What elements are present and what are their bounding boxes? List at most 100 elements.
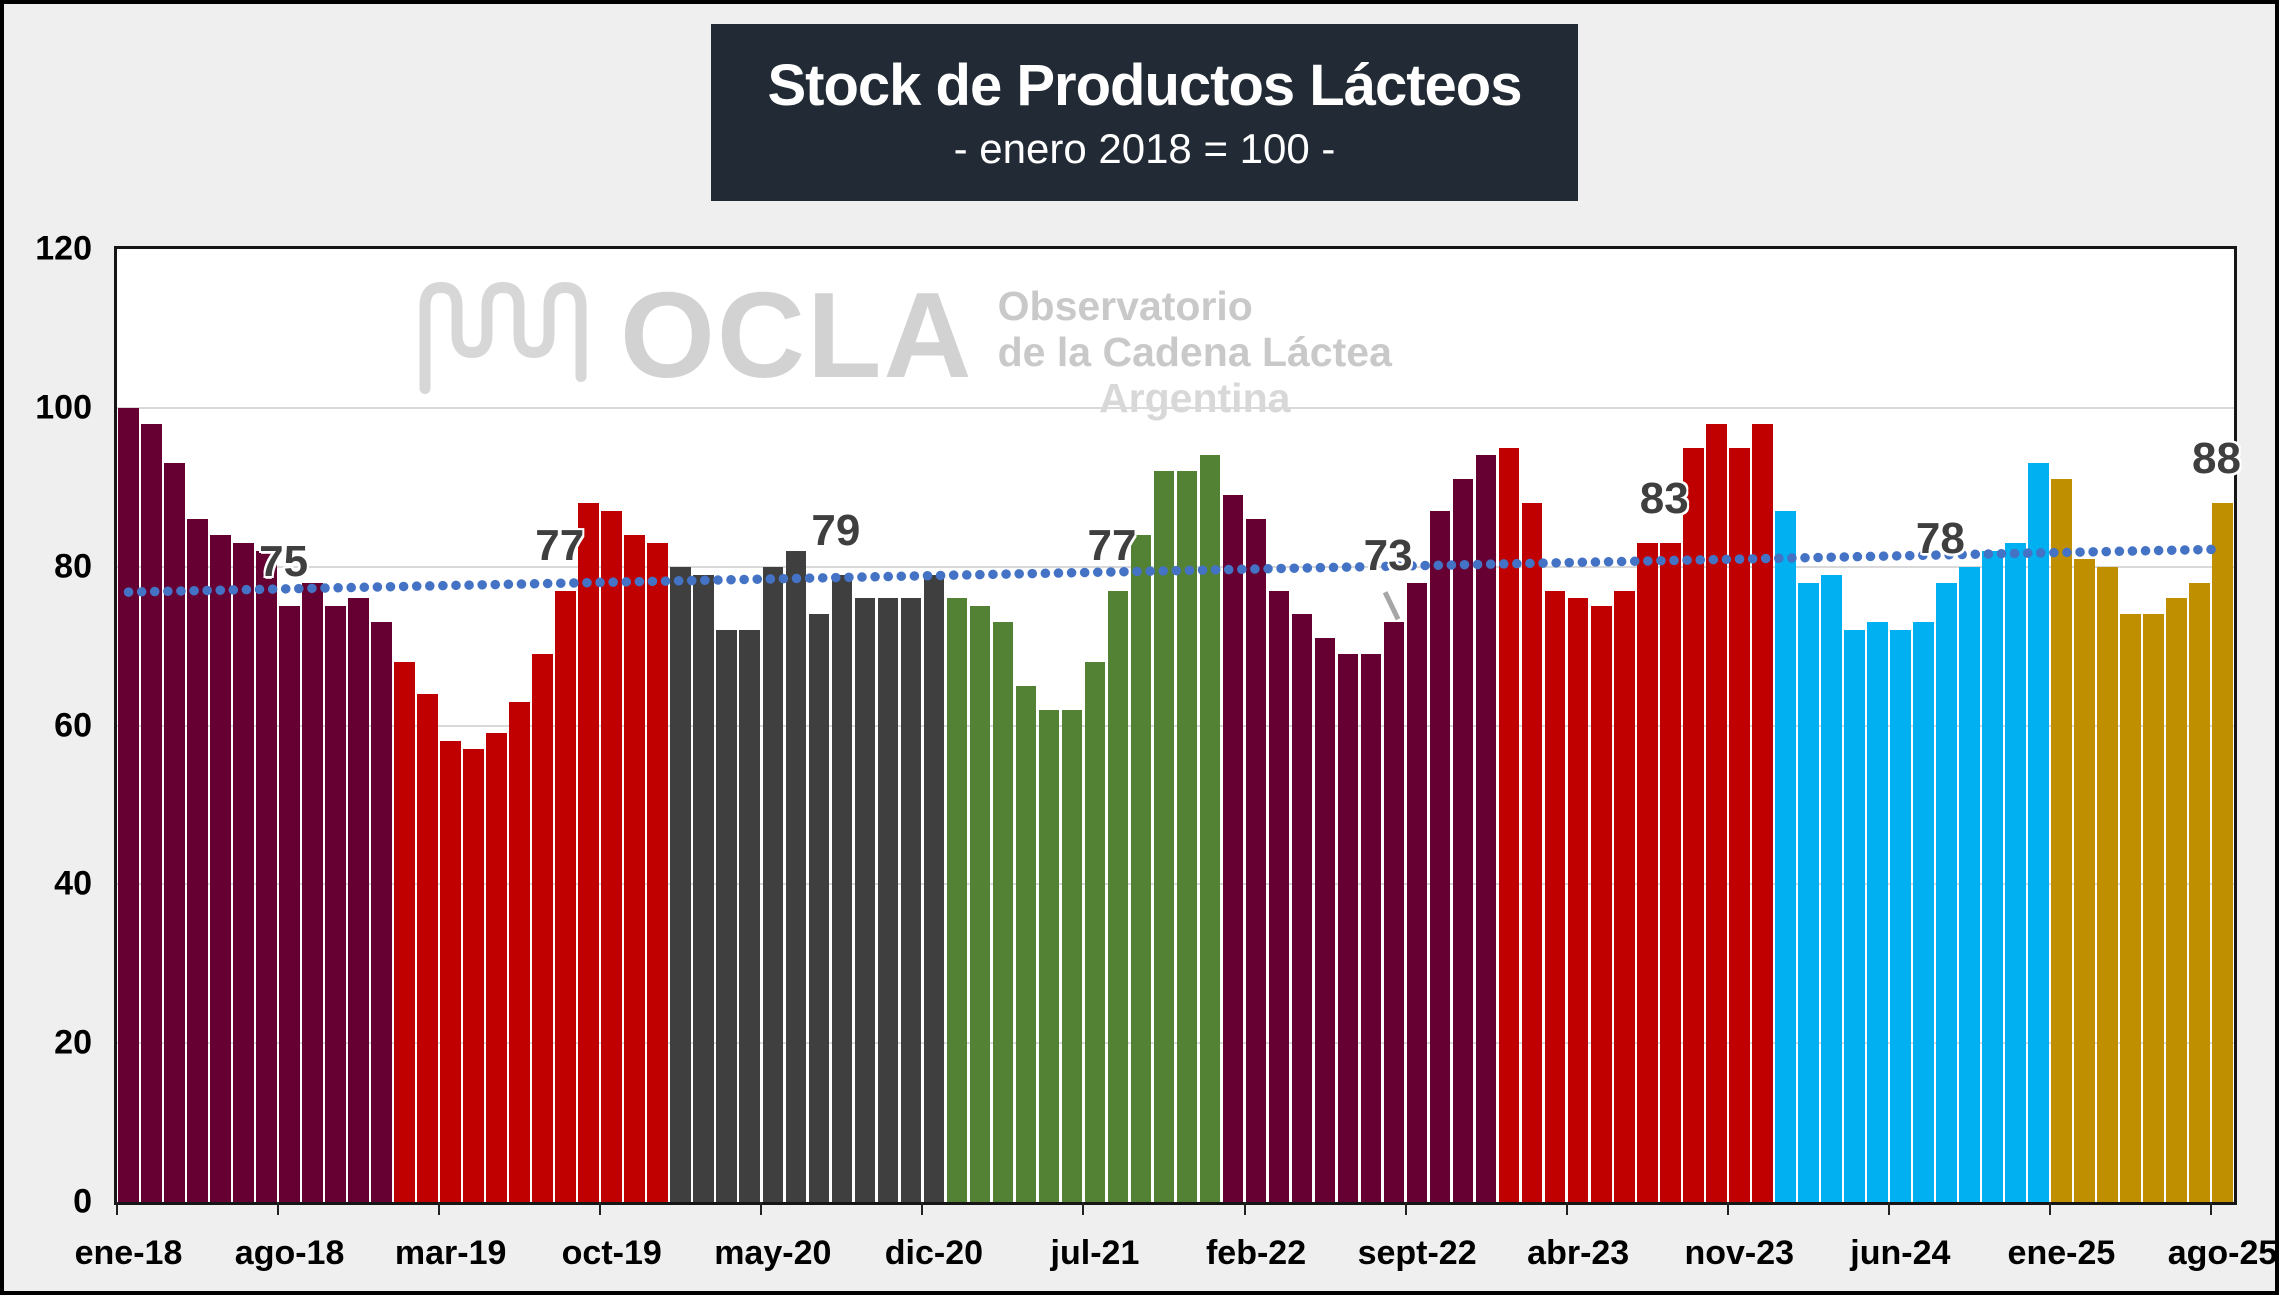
bar-sep-19 xyxy=(578,503,600,1202)
bar-mar-18 xyxy=(164,463,185,1202)
data-label-ago-22: 73 xyxy=(1363,531,1413,581)
x-axis-label-feb-22: feb-22 xyxy=(1205,1234,1307,1272)
x-axis-label-ago-25: ago-25 xyxy=(2167,1234,2278,1272)
bar-mar-24 xyxy=(1821,574,1842,1202)
x-axis-tick-ene-25 xyxy=(2048,1202,2051,1215)
bar-ago-23 xyxy=(1659,542,1681,1202)
bar-jul-23 xyxy=(1636,542,1658,1202)
bar-feb-21 xyxy=(969,606,991,1202)
x-axis-label-oct-19: oct-19 xyxy=(561,1234,662,1272)
bar-feb-18 xyxy=(141,423,162,1202)
data-label-ago-25: 88 xyxy=(2192,434,2241,484)
leader-line-ago-22 xyxy=(1382,591,1401,621)
x-axis-label-jun-24: jun-24 xyxy=(1850,1234,1951,1272)
bar-ene-25 xyxy=(2051,479,2072,1202)
bar-ago-25 xyxy=(2212,503,2233,1202)
data-label-ago-18: 75 xyxy=(259,537,309,587)
bar-jun-24 xyxy=(1890,630,1911,1202)
bar-ago-19 xyxy=(555,590,577,1202)
chart-title: Stock de Productos Lácteos xyxy=(767,53,1523,118)
bar-feb-19 xyxy=(417,693,438,1202)
bar-abr-22 xyxy=(1291,614,1313,1202)
x-axis-tick-sept-22 xyxy=(1404,1202,1407,1215)
x-axis-label-dic-20: dic-20 xyxy=(884,1234,984,1272)
y-axis-label-60: 60 xyxy=(54,706,92,744)
bar-abr-19 xyxy=(463,749,484,1202)
bar-dic-24 xyxy=(2028,463,2049,1202)
y-axis-label-80: 80 xyxy=(54,547,92,586)
bar-may-25 xyxy=(2143,614,2164,1202)
ocla-logo-icon xyxy=(419,281,587,394)
x-axis-tick-ago-18 xyxy=(277,1202,280,1215)
bar-oct-24 xyxy=(1982,550,2003,1202)
bar-jul-24 xyxy=(1913,622,1934,1202)
bar-ene-24 xyxy=(1774,511,1796,1202)
bar-ene-18 xyxy=(118,407,139,1202)
bar-dic-19 xyxy=(647,542,669,1202)
bar-jun-22 xyxy=(1337,654,1359,1202)
bar-jun-19 xyxy=(509,701,530,1202)
bar-mar-20 xyxy=(716,630,738,1202)
bar-sep-21 xyxy=(1130,534,1152,1202)
bar-ene-20 xyxy=(670,566,692,1202)
bar-ago-18 xyxy=(279,606,300,1202)
bar-sep-23 xyxy=(1682,447,1704,1202)
bar-nov-24 xyxy=(2005,542,2026,1202)
bar-ago-20 xyxy=(831,574,853,1202)
x-axis-label-sept-22: sept-22 xyxy=(1357,1234,1477,1272)
bar-jun-23 xyxy=(1613,590,1635,1202)
x-axis-tick-jul-21 xyxy=(1082,1202,1085,1215)
bar-feb-23 xyxy=(1521,503,1543,1202)
bar-nov-22 xyxy=(1452,479,1474,1202)
bar-sep-24 xyxy=(1959,566,1980,1202)
gridline-y-40 xyxy=(117,883,2234,886)
bar-ene-22 xyxy=(1222,495,1244,1202)
bar-abr-21 xyxy=(1015,685,1037,1202)
x-axis-tick-mar-19 xyxy=(438,1202,441,1215)
bar-oct-19 xyxy=(601,511,623,1202)
ocla-line1: Observatorio xyxy=(997,283,1253,329)
ocla-brand-text: OCLA xyxy=(620,267,974,403)
bar-nov-18 xyxy=(348,598,369,1202)
bar-abr-25 xyxy=(2120,614,2141,1202)
bar-mar-25 xyxy=(2097,566,2118,1202)
x-axis-tick-dic-20 xyxy=(921,1202,924,1215)
bar-abr-23 xyxy=(1567,598,1589,1202)
bar-jul-20 xyxy=(808,614,830,1202)
bar-dic-21 xyxy=(1199,455,1221,1202)
x-axis-tick-oct-19 xyxy=(599,1202,602,1215)
ocla-subtext: Observatorio de la Cadena Láctea Argenti… xyxy=(998,274,1392,422)
bar-may-18 xyxy=(210,534,231,1202)
ocla-line3: Argentina xyxy=(1099,374,1291,421)
bar-sep-22 xyxy=(1406,582,1428,1202)
bar-ago-24 xyxy=(1936,582,1957,1202)
data-label-ago-21: 77 xyxy=(1087,521,1137,571)
trend-line xyxy=(123,544,2228,597)
bar-feb-25 xyxy=(2074,558,2095,1202)
chart-title-box: Stock de Productos Lácteos - enero 2018 … xyxy=(711,24,1578,201)
data-label-ago-23: 83 xyxy=(1639,473,1689,523)
bar-may-20 xyxy=(762,566,784,1202)
bar-may-22 xyxy=(1314,638,1336,1202)
bar-jul-18 xyxy=(256,550,277,1202)
y-axis-label-0: 0 xyxy=(73,1182,92,1221)
gridline-y-100 xyxy=(117,406,2234,409)
bar-dic-23 xyxy=(1751,423,1773,1202)
bar-jul-19 xyxy=(532,654,553,1202)
bar-nov-23 xyxy=(1728,447,1750,1202)
bar-ene-19 xyxy=(394,661,415,1202)
bar-oct-18 xyxy=(325,606,346,1202)
x-axis-label-may-20: may-20 xyxy=(714,1234,832,1272)
bar-mar-23 xyxy=(1544,590,1566,1202)
bar-nov-20 xyxy=(900,598,922,1202)
gridline-y-60 xyxy=(117,724,2234,727)
x-axis-label-jul-21: jul-21 xyxy=(1050,1234,1140,1272)
x-axis-label-nov-23: nov-23 xyxy=(1684,1234,1795,1272)
x-axis-label-mar-19: mar-19 xyxy=(394,1234,507,1272)
bar-oct-21 xyxy=(1153,471,1175,1202)
bar-jun-20 xyxy=(785,550,807,1202)
x-axis-tick-abr-23 xyxy=(1565,1202,1568,1215)
bar-may-19 xyxy=(486,733,507,1202)
ocla-line2: de la Cadena Láctea xyxy=(997,328,1392,375)
